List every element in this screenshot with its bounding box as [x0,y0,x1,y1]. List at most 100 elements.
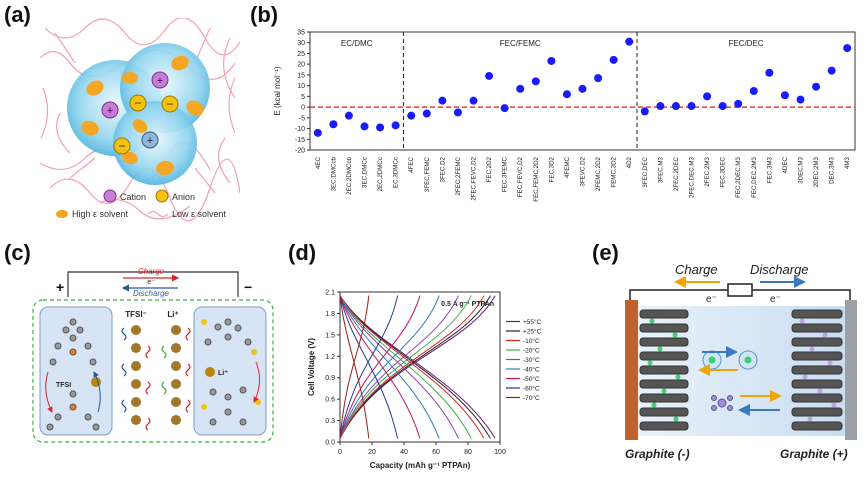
x-tick-label: FEC,FEMC,2D2 [533,156,540,201]
y-tick-label: 0 [301,105,305,112]
data-point [827,66,836,75]
anode-label: Graphite (-) [625,447,690,461]
legend-cation: Cation [103,189,146,203]
y-tick-label: 25 [297,51,305,58]
legend-low-eps: Low ε solvent [147,209,227,219]
x-tick-label: 2EC,2DMCc [377,157,384,191]
legend-entry: -30°C [523,356,540,364]
anode-box [193,306,267,436]
x-tick-label: 2FEC,2M3 [704,156,711,186]
x-tick-label: FEC,3FEMC [502,156,509,192]
panel-b-label: (b) [250,2,279,27]
y-tick-label: 1.5 [325,332,335,339]
y-tick-label: 2.1 [325,290,335,297]
lithium-dots [201,319,261,410]
data-point [718,102,727,111]
legend-entry: -60°C [523,385,540,393]
svg-text:+: + [147,135,153,147]
data-point [765,68,774,77]
data-point [703,92,712,101]
charge-curve [339,295,472,439]
x-tick-label: 4FEC [408,156,415,172]
ptpan-molecule [46,318,100,431]
anode-molecule [204,318,252,426]
charge-curve [339,295,496,439]
y-tick-label: 0.0 [325,440,335,447]
anion-ion: − [161,95,179,113]
x-tick-label: 80 [464,449,472,456]
y-tick-label: 5 [301,94,305,101]
discharge-curve [339,295,472,439]
data-point [812,82,821,91]
discharge-curve [339,295,421,439]
svg-text:−: − [166,97,173,111]
current-density-annotation: 0.5 A g⁻¹ PTPAn [441,301,494,308]
electrolyte-cations [171,325,181,425]
y-tick-label: -5 [299,115,305,122]
data-point [843,44,852,53]
pf6-anion [711,395,733,411]
group-label: FEC/DEC [728,39,763,48]
x-tick-label: 3FEC,FEMC [424,156,431,192]
cathode-box [39,306,113,436]
x-tick-label: FEMC,3D2 [611,156,618,187]
data-point [671,102,680,111]
charge-label: Charge [138,267,165,276]
svg-text:−: − [134,96,141,110]
plot-frame [309,31,856,151]
data-point [422,109,431,118]
tfsi-anion-icon [91,377,101,387]
li-molecule-label: Li⁺ [218,370,228,377]
y-tick-label: 0.6 [325,397,335,404]
x-tick-label: 0 [338,449,342,456]
discharge-curve [339,295,440,439]
svg-text:Low ε solvent: Low ε solvent [172,209,227,219]
anode-graphite-layers [639,309,689,431]
plot-frame [339,291,501,443]
x-tick-label: 3DEC,M3 [798,156,805,183]
x-tick-label: 4EC [315,156,322,169]
x-tick-label: DEC,3M3 [829,156,836,183]
y-axis-label: Cell Voltage (V) [307,338,316,396]
data-point [344,111,353,120]
data-point [625,37,634,46]
x-tick-label: 3EC,DMCcb [330,156,337,191]
data-point [313,128,322,137]
data-point [734,99,743,108]
cell-outline [32,299,274,443]
negative-terminal: − [244,279,252,295]
y-tick-label: 20 [297,62,305,69]
y-tick-label: 0.9 [325,375,335,382]
data-point [547,56,556,65]
discharge-curve [339,295,399,439]
data-point [640,107,649,116]
charge-label: Charge [675,262,718,277]
data-point [780,91,789,100]
y-tick-label: 10 [297,83,305,90]
intercalated-cations [647,318,681,422]
legend-entry: -40°C [523,366,540,374]
charge-curve [339,295,485,439]
x-tick-label: FEC,FEVC,D2 [517,156,524,197]
high-eps-solvent-molecules [81,55,204,176]
data-point [656,102,665,111]
ion-migration-arrows [121,327,191,431]
data-point [562,90,571,99]
x-tick-label: 40 [400,449,408,456]
charge-curve [339,295,370,439]
charge-curve [339,295,440,439]
x-tick-label: 3EC,DMCc [362,157,369,188]
electron-label: e⁻ [147,279,155,286]
dual-ion-cell-diagram: + − Charge e⁻ Discharge TFSI Li⁺ TFSI⁻ L… [32,267,274,443]
anode-current-collector [625,300,638,440]
y-tick-label: -20 [295,148,305,155]
y-tick-label: -15 [295,137,305,144]
data-point [376,123,385,132]
data-point [594,74,603,83]
x-tick-label: 2FEC,2FEMC [455,156,462,195]
legend-entry: -20°C [523,347,540,355]
panel-a-label: (a) [4,2,31,27]
y-tick-label: -10 [295,126,305,133]
x-tick-label: 3FEC,D2 [439,156,446,182]
charge-curve [339,295,421,439]
